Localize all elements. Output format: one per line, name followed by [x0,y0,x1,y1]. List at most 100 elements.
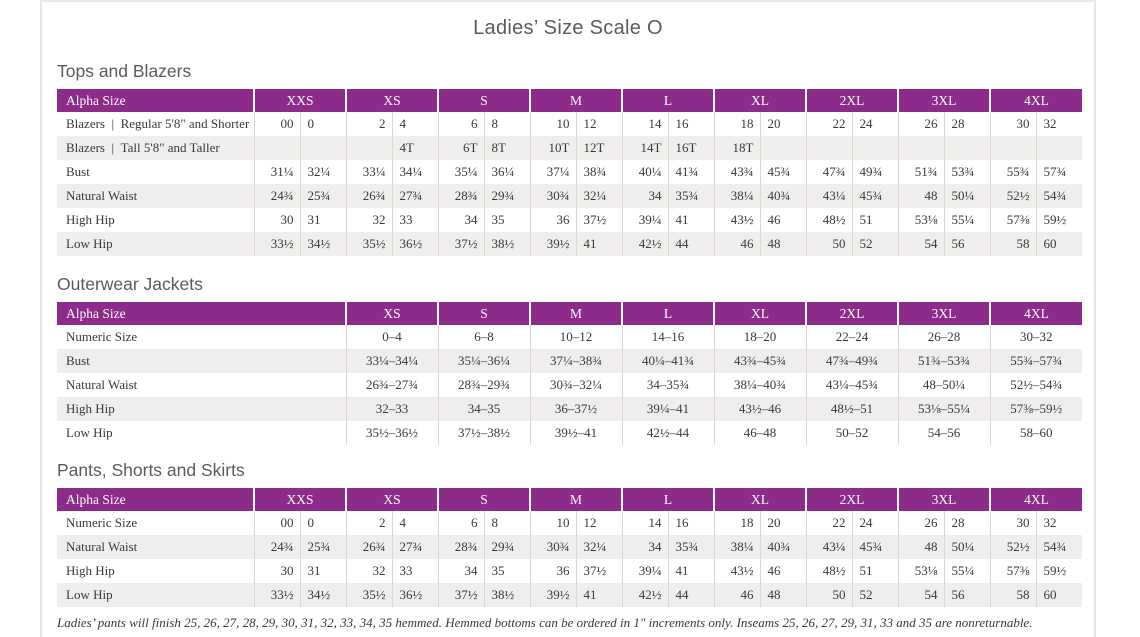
size-cell: 31 [299,208,346,232]
size-column-header: XL [713,302,806,325]
table-row: Natural Waist 24¾ 25¾ 26¾ 27¾ 28¾ 29¾ 30¾ 32¼ 34 3… [57,184,1082,208]
size-column-header: 4XL [989,302,1082,325]
size-cell: 37½–38½ [437,421,530,445]
size-cell: 22 [805,511,852,535]
size-cell: 14 [621,112,668,136]
size-cell: 10T [529,136,576,160]
row-label: Natural Waist [66,377,138,392]
table-row: Blazers | Tall 5'8" and Taller 4T 6T 8T 10T 1… [57,136,1082,160]
size-cell: 46 [713,583,760,607]
size-cell [1035,136,1082,160]
size-cell: 33¼ [345,160,392,184]
table-row: Natural Waist 26¾–27¾ 28¾–29¾ 30¾–32¼ 34–35¾… [57,373,1082,397]
size-column-header: L [621,89,714,112]
size-cell: 30 [253,559,300,583]
size-cell: 50 [805,583,852,607]
size-cell: 30¾–32¼ [529,373,622,397]
size-cell: 50¼ [943,535,990,559]
size-cell: 32 [345,559,392,583]
size-cell: 30¾ [529,535,576,559]
size-cell: 46 [759,559,806,583]
row-label: Bust [66,164,90,179]
size-column-header: M [529,302,622,325]
size-cell: 37½ [437,232,484,256]
size-cell: 48½ [805,559,852,583]
document-page: Ladies’ Size Scale O Tops and Blazers Al… [40,0,1096,637]
size-cell: 2 [345,112,392,136]
size-column-header: XXS [253,89,346,112]
size-cell: 26 [897,511,944,535]
size-cell [805,136,852,160]
table-row: High Hip 32–33 34–35 36–37½ 39¼–41 43½–46 48½–… [57,397,1082,421]
size-cell: 14T [621,136,668,160]
size-column-header: 2XL [805,302,898,325]
size-cell: 35¼–36¼ [437,349,530,373]
size-cell: 48½ [805,208,852,232]
size-cell: 60 [1035,583,1082,607]
size-cell [345,136,392,160]
size-cell: 35½ [345,232,392,256]
size-cell: 47¾–49¾ [805,349,898,373]
size-cell: 32¼ [575,184,622,208]
table-row: Low Hip 33½ 34½ 35½ 36½ 37½ 38½ 39½ 41 42½ 44 46 48 5… [57,232,1082,256]
size-cell: 12 [575,112,622,136]
size-cell: 32–33 [345,397,438,421]
size-cell: 6 [437,511,484,535]
size-cell: 34¼ [391,160,438,184]
size-cell: 48 [897,184,944,208]
size-cell [943,136,990,160]
size-cell: 34 [437,208,484,232]
size-cell: 18 [713,511,760,535]
size-cell: 18 [713,112,760,136]
size-column-header: 3XL [897,488,990,511]
table-row: Bust 33¼–34¼ 35¼–36¼ 37¼–38¾ 40¼–41¾ 43¾–45¾ 4… [57,349,1082,373]
size-table-header-row: Alpha Size XS S M L XL 2XL 3XL 4XL [57,302,1082,325]
size-cell: 24¾ [253,184,300,208]
size-cell: 55¼ [943,559,990,583]
size-cell: 0 [299,112,346,136]
size-cell: 35¾ [667,535,714,559]
size-cell: 48 [897,535,944,559]
size-cell: 46 [759,208,806,232]
table-row: Blazers | Regular 5'8" and Shorter 00 0 2 4 6… [57,112,1082,136]
size-cell: 56 [943,232,990,256]
size-cell: 34 [621,535,668,559]
size-cell: 51¾–53¾ [897,349,990,373]
size-cell: 34½ [299,232,346,256]
size-column-header: 3XL [897,302,990,325]
outerwear-jackets-table: Alpha Size XS S M L XL 2XL 3XL 4XL Numeric Size 0–… [57,302,1082,445]
size-cell: 30¾ [529,184,576,208]
size-cell: 56 [943,583,990,607]
table-row: Low Hip 35½–36½ 37½–38½ 39½–41 42½–44 46–48 50… [57,421,1082,445]
size-cell: 38½ [483,232,530,256]
size-cell: 42½ [621,583,668,607]
size-cell: 44 [667,583,714,607]
size-cell: 14 [621,511,668,535]
size-cell: 8 [483,511,530,535]
size-cell: 38¼ [713,535,760,559]
size-table-header-row: Alpha Size XXS XS S M L XL 2XL 3XL 4XL [57,488,1082,511]
size-cell: 59½ [1035,559,1082,583]
size-cell: 34–35 [437,397,530,421]
size-cell: 39¼ [621,559,668,583]
size-cell: 43½–46 [713,397,806,421]
size-column-header: S [437,89,530,112]
size-cell: 52½–54¾ [989,373,1082,397]
size-cell: 36½ [391,232,438,256]
size-column-header: 4XL [989,89,1082,112]
size-column-header: 4XL [989,488,1082,511]
size-cell: 10–12 [529,325,622,349]
row-label: Low Hip [66,587,113,602]
size-cell: 30 [989,112,1036,136]
size-cell: 57⅜ [989,559,1036,583]
size-cell: 45¾ [759,160,806,184]
size-cell: 37½ [437,583,484,607]
size-cell: 26¾–27¾ [345,373,438,397]
size-cell: 47¾ [805,160,852,184]
size-cell: 37½ [575,208,622,232]
size-column-header: M [529,89,622,112]
size-cell: 34–35¾ [621,373,714,397]
size-cell: 10 [529,511,576,535]
section-outerwear-jackets: Outerwear Jackets Alpha Size XS S M L XL 2XL 3X… [42,273,1094,445]
row-label: Blazers | Regular 5'8" and Shorter [66,116,250,131]
